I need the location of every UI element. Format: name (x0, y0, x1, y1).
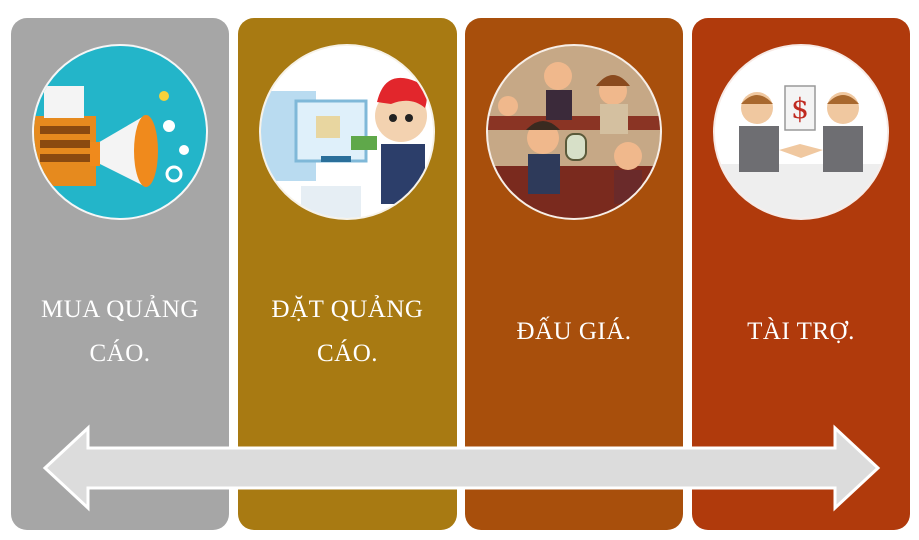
megaphone-marketing-icon (34, 46, 206, 218)
stage-panel-sponsorship: $ TÀI TRỢ. (692, 18, 910, 530)
sponsorship-handshake-icon: $ (715, 46, 887, 218)
ad-placement-icon (261, 46, 433, 218)
auction-crowd-icon (488, 46, 660, 218)
stage-label-sponsorship: TÀI TRỢ. (747, 318, 855, 345)
stage-panel-place-ads: ĐẶT QUẢNG CÁO. (238, 18, 457, 530)
stage-panel-buy-ads: MUA QUẢNG CÁO. (11, 18, 229, 530)
stage-label-place-ads: ĐẶT QUẢNG CÁO. (271, 296, 424, 367)
svg-text:$: $ (791, 92, 809, 125)
stage-panel-auction: ĐẤU GIÁ. (465, 18, 683, 530)
stage-label-buy-ads: MUA QUẢNG CÁO. (41, 296, 199, 367)
stage-label-auction: ĐẤU GIÁ. (516, 318, 632, 345)
